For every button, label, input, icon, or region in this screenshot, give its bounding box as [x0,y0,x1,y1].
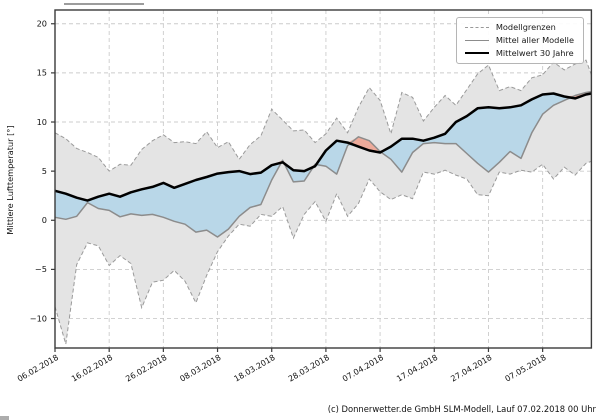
model-range-bound-lines [54,59,592,345]
legend: Modellgrenzen Mittel aller Modelle Mitte… [455,17,584,64]
legend-item-mittelwert-30-jahre: Mittelwert 30 Jahre [464,48,574,58]
model-mean-line [54,90,592,238]
dashed-line-swatch-icon [464,26,489,28]
y-tick-label: 15 [37,68,47,78]
x-tick-label: 18.03.2018 [233,353,277,384]
x-tick-label: 16.02.2018 [70,353,114,384]
thick-line-swatch-icon [464,52,489,54]
y-tick-label: −10 [30,313,47,323]
legend-label: Modellgrenzen [495,22,556,32]
y-axis-title: Mittlere Lufttemperatur [°] [5,125,15,234]
copyright-caption: (c) Donnerwetter.de GmbH SLM-Modell, Lau… [328,404,597,414]
x-tick-label: 17.04.2018 [395,353,439,384]
legend-label: Mittelwert 30 Jahre [495,48,574,58]
legend-label: Mittel aller Modelle [495,35,574,45]
y-tick-label: 10 [37,117,47,127]
x-tick-label: 06.02.2018 [16,353,60,384]
legend-item-mittel-aller-modelle: Mittel aller Modelle [464,35,574,45]
x-tick-label: 26.02.2018 [124,353,168,384]
x-tick-label: 08.03.2018 [178,353,222,384]
x-tick-label: 07.05.2018 [503,353,547,384]
plot-frame [54,9,593,349]
x-tick-label: 28.03.2018 [287,353,331,384]
y-tick-label: 0 [42,215,47,225]
solid-line-swatch-icon [464,39,489,41]
x-tick-label: 07.04.2018 [341,353,385,384]
artifact-top-left [64,3,144,5]
artifact-bottom-left [0,416,9,420]
x-axis: 06.02.2018 16.02.2018 26.02.2018 08.03.2018… [16,348,548,384]
y-tick-label: 5 [42,166,47,176]
mean-30y-line [54,92,592,202]
y-axis: −10 −5 0 5 10 15 20 [30,19,55,323]
legend-item-modellgrenzen: Modellgrenzen [464,22,574,32]
x-tick-label: 27.04.2018 [449,353,493,384]
y-tick-label: −5 [35,264,47,274]
y-tick-label: 20 [37,19,47,29]
